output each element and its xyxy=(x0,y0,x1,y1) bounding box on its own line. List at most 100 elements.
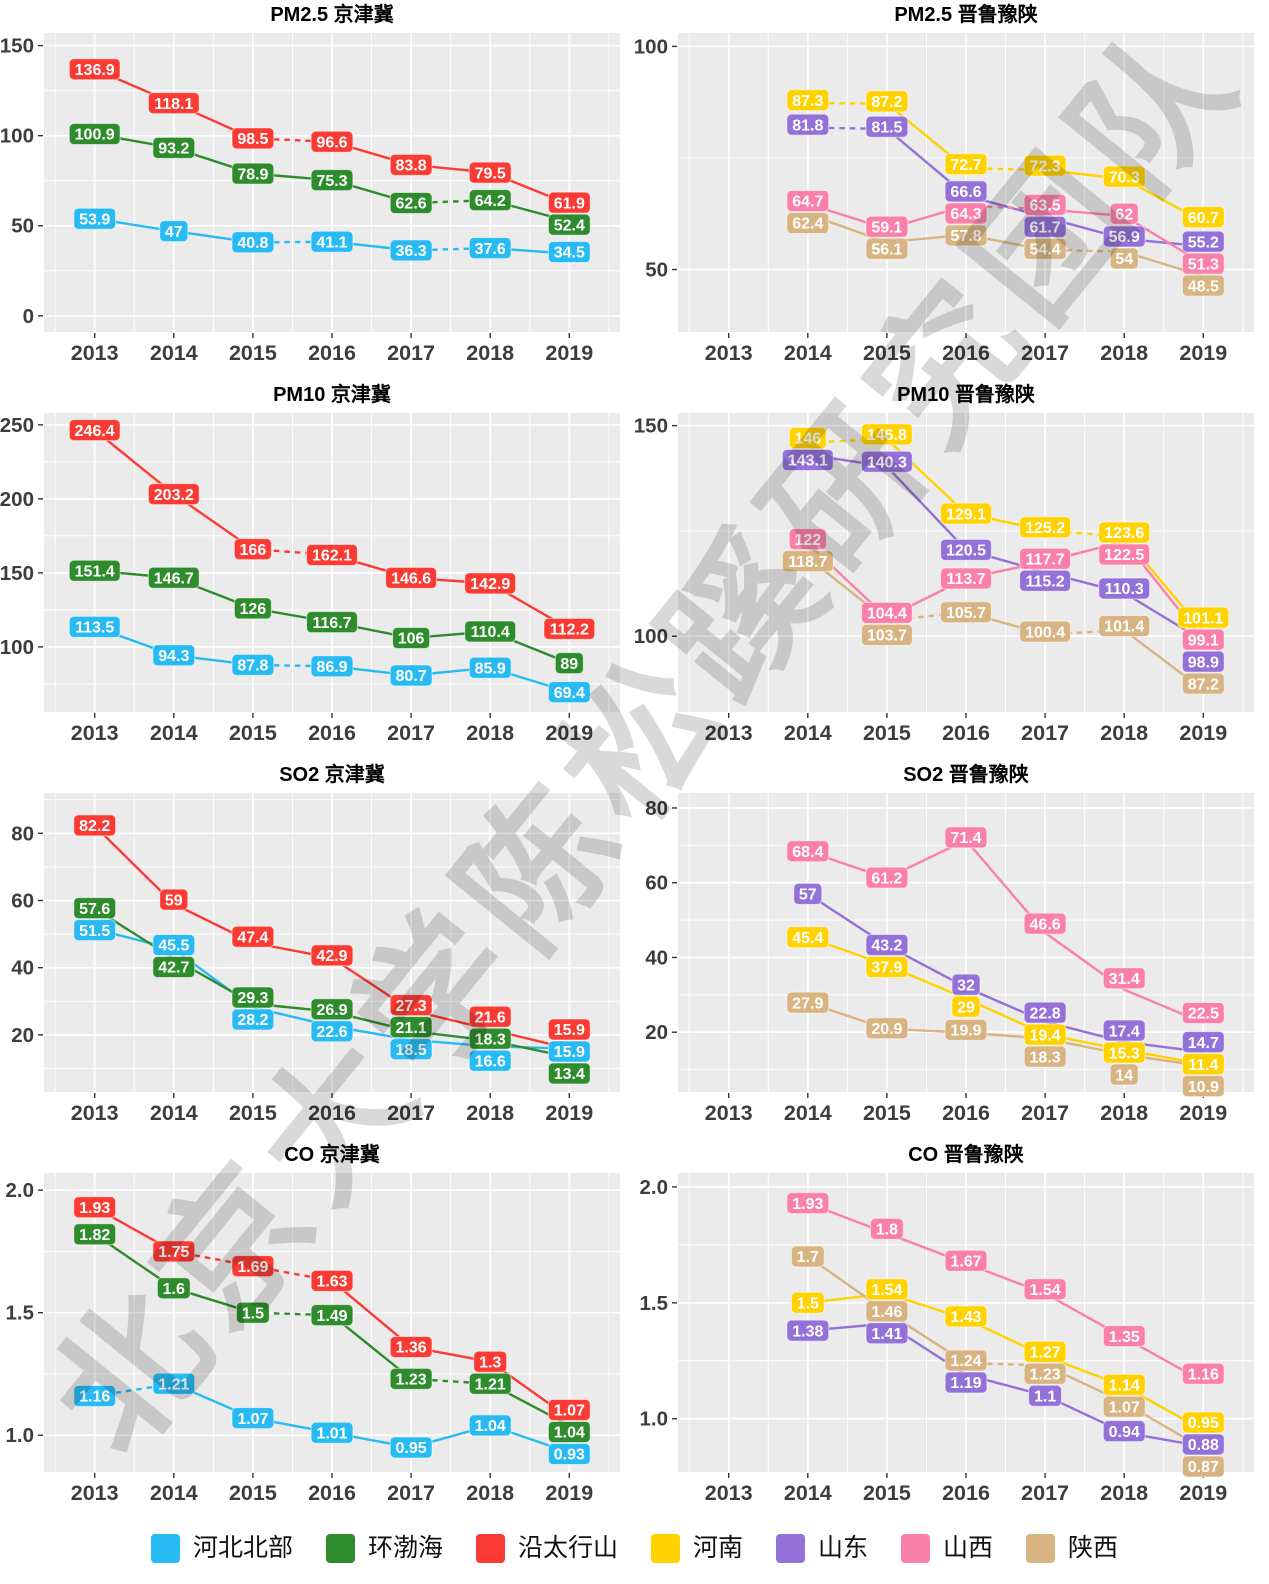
label-box xyxy=(547,191,591,214)
data-point-label-陕西: 1.46 xyxy=(865,1300,909,1323)
data-point-label-环渤海: 78.9 xyxy=(231,162,275,185)
label-value: 99.1 xyxy=(1188,632,1219,649)
label-box xyxy=(786,89,830,112)
label-value: 86.9 xyxy=(316,659,347,676)
label-value: 1.63 xyxy=(316,1274,347,1291)
label-box xyxy=(389,153,433,176)
label-value: 36.3 xyxy=(396,243,427,260)
data-point-label-山西: 1.16 xyxy=(1181,1362,1225,1385)
data-point-label-河北北部: 1.01 xyxy=(310,1421,354,1444)
label-box xyxy=(786,840,830,863)
series-line-沿太行山 xyxy=(331,1279,412,1348)
x-axis-label: 2017 xyxy=(1021,1481,1069,1505)
x-axis-label: 2017 xyxy=(1021,341,1069,365)
label-box xyxy=(468,161,512,184)
chart-title: PM2.5 京津冀 xyxy=(270,2,393,26)
label-box xyxy=(68,123,121,146)
y-axis-label: 150 xyxy=(634,415,668,438)
label-value: 29.3 xyxy=(237,990,268,1007)
label-value: 112.2 xyxy=(550,622,589,639)
data-point-label-河北北部: 28.2 xyxy=(231,1008,275,1031)
label-value: 1.21 xyxy=(475,1376,506,1393)
y-axis-label: 1.5 xyxy=(640,1292,669,1315)
label-value: 19.4 xyxy=(1030,1027,1061,1044)
data-point-label-河北北部: 22.6 xyxy=(310,1020,354,1043)
data-point-label-陕西: 56.1 xyxy=(865,237,909,260)
data-point-label-陕西: 18.3 xyxy=(1023,1045,1067,1068)
x-axis-label: 2014 xyxy=(784,721,832,745)
y-axis-label: 40 xyxy=(11,957,34,980)
label-box xyxy=(865,90,909,113)
y-axis-label: 40 xyxy=(645,946,668,969)
label-box xyxy=(1181,1411,1225,1434)
label-box xyxy=(73,897,117,920)
x-axis-label: 2018 xyxy=(1100,341,1148,365)
label-box xyxy=(860,423,913,446)
label-box xyxy=(156,1277,191,1300)
label-value: 57.6 xyxy=(79,901,110,918)
x-axis-label: 2013 xyxy=(705,1481,753,1505)
label-value: 122 xyxy=(794,532,821,549)
label-value: 57 xyxy=(799,887,817,904)
label-box xyxy=(389,1367,433,1390)
data-point-label-河南: 125.2 xyxy=(1019,516,1072,539)
data-point-label-环渤海: 100.9 xyxy=(68,123,121,146)
label-value: 0.95 xyxy=(396,1440,427,1457)
x-axis-label: 2016 xyxy=(308,1481,356,1505)
label-box xyxy=(1181,1031,1225,1054)
data-point-label-山西: 46.6 xyxy=(1023,912,1067,935)
label-box xyxy=(233,538,272,561)
label-value: 80.7 xyxy=(396,668,427,685)
data-point-label-山西: 64.7 xyxy=(786,189,830,212)
label-value: 1.01 xyxy=(316,1425,347,1442)
label-value: 1.16 xyxy=(1188,1366,1219,1383)
label-box xyxy=(389,239,433,262)
label-value: 27.9 xyxy=(792,995,823,1012)
label-box xyxy=(231,231,275,254)
data-point-label-河北北部: 85.9 xyxy=(468,656,512,679)
label-value: 55.2 xyxy=(1188,234,1219,251)
label-value: 32 xyxy=(957,977,975,994)
label-value: 15.9 xyxy=(554,1022,585,1039)
label-value: 0.93 xyxy=(554,1447,585,1464)
label-box xyxy=(233,597,272,620)
label-box xyxy=(940,601,992,624)
label-value: 118.1 xyxy=(154,96,193,113)
label-box xyxy=(547,1442,591,1465)
x-axis-label: 2016 xyxy=(942,1481,990,1505)
label-box xyxy=(786,211,830,234)
label-value: 22.5 xyxy=(1188,1006,1219,1023)
label-value: 41.1 xyxy=(316,234,347,251)
data-point-label-山东: 110.3 xyxy=(1098,577,1151,600)
data-point-label-山东: 0.94 xyxy=(1102,1420,1146,1443)
data-point-label-山东: 143.1 xyxy=(781,449,834,472)
label-box xyxy=(310,655,354,678)
data-point-label-山东: 22.8 xyxy=(1023,1001,1067,1024)
label-box xyxy=(464,620,517,643)
legend-swatch-icon xyxy=(1026,1533,1056,1563)
data-point-label-山东: 0.88 xyxy=(1181,1433,1225,1456)
data-point-label-山西: 1.8 xyxy=(869,1217,904,1240)
y-axis-label: 50 xyxy=(645,259,668,282)
label-value: 1.49 xyxy=(316,1308,347,1325)
data-point-label-河南: 123.6 xyxy=(1098,521,1151,544)
label-box xyxy=(547,1062,591,1085)
label-box xyxy=(1181,1001,1225,1024)
label-value: 129.1 xyxy=(946,506,986,523)
data-point-label-山东: 140.3 xyxy=(860,450,913,473)
label-box xyxy=(1023,154,1067,177)
y-axis-label: 100 xyxy=(634,35,668,58)
label-value: 22.8 xyxy=(1030,1005,1061,1022)
data-point-label-环渤海: 1.6 xyxy=(156,1277,191,1300)
label-box xyxy=(464,572,517,595)
label-box xyxy=(940,567,992,590)
label-box xyxy=(1181,1455,1225,1478)
data-point-label-沿太行山: 82.2 xyxy=(73,814,117,837)
data-point-label-陕西: 54.4 xyxy=(1023,237,1067,260)
label-value: 1.7 xyxy=(797,1249,819,1266)
data-point-label-陕西: 54 xyxy=(1109,247,1139,270)
label-box xyxy=(152,136,196,159)
data-point-label-山西: 61.2 xyxy=(865,866,909,889)
label-box xyxy=(68,615,121,638)
label-box xyxy=(944,1249,988,1272)
